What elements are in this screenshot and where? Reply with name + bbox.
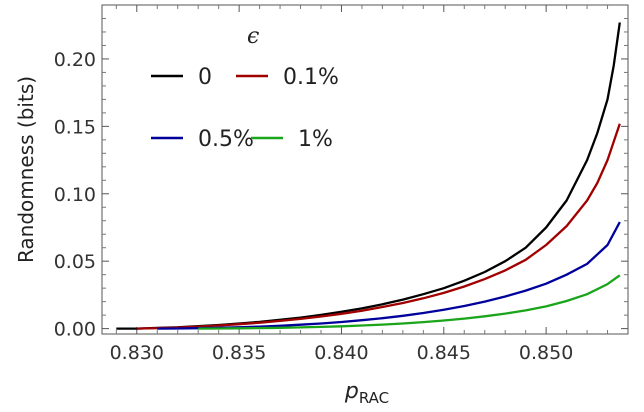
y-tick-label: 0.15	[54, 116, 96, 138]
y-axis-label: Randomness (bits)	[14, 76, 38, 263]
legend: ϵ 0 0.1% 0.5% 1%	[151, 24, 339, 152]
series-group	[116, 22, 621, 330]
y-tick-label: 0.05	[54, 251, 96, 273]
y-tick-label: 0.20	[54, 49, 96, 71]
plot-frame	[101, 4, 629, 335]
legend-label-3: 1%	[298, 127, 333, 152]
series-line-3	[198, 274, 621, 330]
legend-title: ϵ	[247, 24, 259, 49]
legend-label-0: 0	[198, 65, 212, 90]
x-tick-label: 0.845	[417, 342, 471, 364]
x-axis-label: pRAC	[344, 379, 389, 407]
legend-label-2: 0.5%	[198, 127, 254, 152]
x-axis-label-subscript: RAC	[359, 389, 389, 407]
y-tick-label: 0.00	[54, 319, 96, 341]
series-line-1	[136, 123, 621, 330]
x-tick-label: 0.830	[110, 342, 164, 364]
ticks-group: 0.830 0.835 0.840 0.845 0.850 0.00 0.05 0.10 0.1…	[54, 5, 628, 364]
legend-label-1: 0.1%	[283, 65, 339, 90]
x-tick-label: 0.835	[212, 342, 266, 364]
series-line-2	[157, 221, 621, 330]
series-line-0	[116, 22, 621, 330]
x-axis-label-main: p	[344, 379, 359, 404]
x-tick-label: 0.840	[314, 342, 368, 364]
y-tick-label: 0.10	[54, 184, 96, 206]
x-tick-label: 0.850	[519, 342, 573, 364]
